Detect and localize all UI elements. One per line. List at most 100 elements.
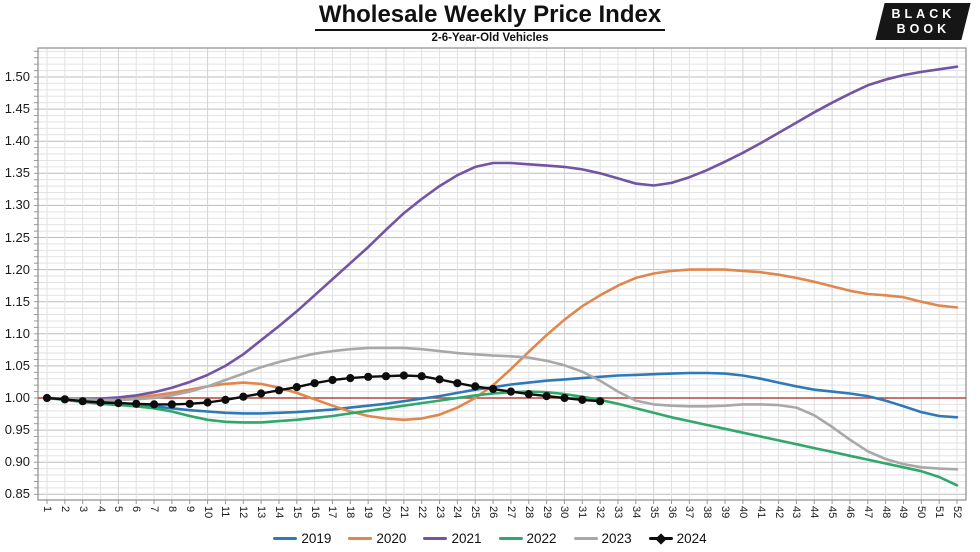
x-tick-30: 30	[558, 506, 571, 519]
x-tick-49: 49	[897, 506, 910, 519]
blackbook-logo: BLACK BOOK	[875, 3, 971, 40]
series-line-2023	[45, 346, 959, 471]
series-2019	[45, 371, 959, 419]
x-tick-48: 48	[879, 506, 892, 519]
x-tick-1: 1	[41, 506, 53, 513]
x-tick-28: 28	[522, 506, 535, 519]
chart-header: Wholesale Weekly Price Index 2-6-Year-Ol…	[0, 2, 980, 44]
x-tick-51: 51	[933, 506, 946, 519]
y-tick-1.30: 1.30	[4, 197, 30, 213]
logo-line1: BLACK	[891, 7, 956, 21]
x-tick-12: 12	[237, 506, 250, 519]
x-tick-39: 39	[719, 506, 732, 519]
x-tick-15: 15	[290, 506, 303, 519]
x-tick-45: 45	[826, 506, 839, 519]
x-tick-29: 29	[540, 506, 553, 519]
legend-item-2019: 2019	[273, 531, 331, 546]
blackbook-logo-text: BLACK BOOK	[880, 3, 966, 37]
gridlines	[34, 48, 966, 504]
x-tick-31: 31	[576, 506, 589, 519]
x-tick-26: 26	[487, 506, 500, 519]
legend-swatch-2020	[348, 534, 373, 543]
x-tick-9: 9	[183, 506, 196, 513]
y-tick-1.40: 1.40	[4, 133, 30, 149]
logo-line2: BOOK	[896, 22, 951, 36]
y-tick-0.95: 0.95	[4, 422, 30, 438]
x-tick-32: 32	[594, 506, 607, 519]
x-tick-24: 24	[451, 506, 464, 519]
x-tick-44: 44	[808, 506, 821, 519]
x-tick-18: 18	[344, 506, 357, 519]
legend-swatch-2024	[648, 532, 673, 545]
legend-label-2021: 2021	[451, 531, 482, 546]
x-tick-22: 22	[415, 506, 428, 519]
x-tick-40: 40	[736, 506, 749, 519]
x-tick-23: 23	[433, 506, 446, 519]
legend-marker-2024	[654, 532, 667, 545]
series-2021	[45, 65, 959, 401]
plot-border	[37, 47, 967, 501]
y-tick-1.05: 1.05	[4, 357, 30, 373]
legend-label-2020: 2020	[376, 531, 407, 546]
x-tick-6: 6	[130, 506, 143, 513]
legend-label-2023: 2023	[601, 531, 632, 546]
chart-subtitle: 2-6-Year-Old Vehicles	[431, 31, 549, 44]
legend: 2019 2020 2021 2022 2023 2024	[0, 531, 980, 546]
legend-swatch-2022	[498, 534, 523, 543]
x-tick-10: 10	[201, 506, 214, 519]
x-tick-21: 21	[397, 506, 410, 519]
x-tick-7: 7	[148, 506, 161, 513]
chart-title: Wholesale Weekly Price Index	[314, 2, 666, 31]
x-tick-52: 52	[951, 506, 963, 519]
legend-item-2023: 2023	[573, 531, 632, 546]
x-tick-14: 14	[272, 506, 285, 519]
x-tick-50: 50	[915, 506, 928, 519]
x-tick-38: 38	[701, 506, 714, 519]
x-tick-11: 11	[219, 506, 232, 518]
y-tick-1.50: 1.50	[4, 69, 30, 84]
x-tick-8: 8	[165, 506, 178, 513]
x-tick-19: 19	[362, 506, 375, 519]
x-tick-37: 37	[683, 506, 696, 519]
x-tick-27: 27	[504, 506, 517, 519]
series-2024	[42, 371, 605, 409]
series-line-2021	[45, 65, 959, 401]
series-2022	[45, 390, 959, 487]
legend-item-2024: 2024	[648, 531, 707, 546]
x-tick-42: 42	[772, 506, 785, 519]
x-axis-labels: 1 2 3 4 5 6 7 8 9 10 11 12 13 14 15 16 17 18 19 20 21 22 23 24 2…	[32, 46, 972, 546]
x-tick-25: 25	[469, 506, 482, 519]
plot-svg	[34, 47, 967, 504]
x-tick-34: 34	[629, 506, 642, 519]
series-2023	[45, 346, 959, 471]
y-tick-0.85: 0.85	[4, 486, 30, 502]
x-tick-16: 16	[308, 506, 321, 519]
x-tick-47: 47	[861, 506, 874, 519]
y-tick-1.15: 1.15	[4, 293, 30, 309]
x-tick-46: 46	[843, 506, 856, 519]
legend-label-2019: 2019	[301, 531, 332, 546]
y-tick-1.00: 1.00	[4, 390, 30, 405]
series-line-2022	[45, 390, 959, 487]
legend-item-2022: 2022	[498, 531, 557, 546]
legend-item-2021: 2021	[423, 531, 482, 546]
x-tick-4: 4	[94, 506, 107, 513]
legend-label-2024: 2024	[676, 531, 707, 546]
y-tick-1.25: 1.25	[4, 229, 30, 245]
x-tick-36: 36	[665, 506, 678, 519]
x-tick-41: 41	[754, 506, 767, 519]
y-tick-1.20: 1.20	[4, 261, 30, 277]
legend-item-2020: 2020	[348, 531, 406, 546]
legend-swatch-2019	[273, 534, 298, 543]
y-tick-0.90: 0.90	[4, 454, 30, 470]
x-tick-13: 13	[255, 506, 268, 519]
y-tick-1.35: 1.35	[4, 165, 30, 181]
y-axis-labels: 1.50 1.45 1.40 1.35 1.30 1.25 1.20 1.15 1.10 1.05…	[0, 46, 30, 510]
x-tick-35: 35	[647, 506, 660, 519]
legend-swatch-2023	[573, 534, 598, 543]
x-tick-2: 2	[58, 506, 71, 513]
y-tick-1.45: 1.45	[4, 101, 30, 117]
series-line-2019	[45, 371, 959, 419]
x-tick-17: 17	[326, 506, 339, 519]
